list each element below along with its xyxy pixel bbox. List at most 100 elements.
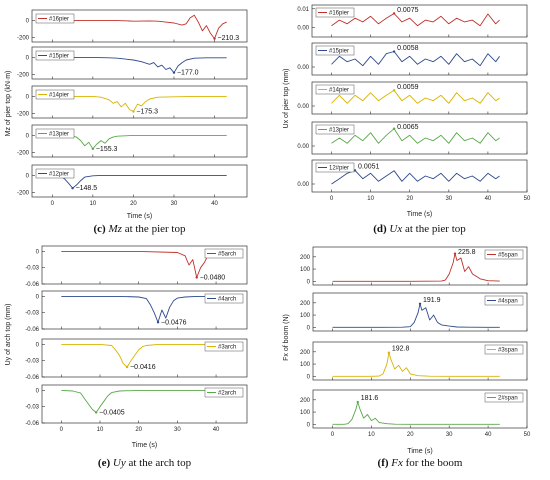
y-tick-label: 0.00 bbox=[297, 182, 309, 188]
legend-box bbox=[35, 89, 75, 100]
legend-box bbox=[35, 128, 75, 139]
legend: #3arch bbox=[204, 341, 244, 352]
panel-frame bbox=[311, 4, 528, 38]
series-line-#4arch bbox=[61, 295, 228, 323]
y-tick-label: 0 bbox=[307, 279, 311, 285]
legend: #15pier bbox=[315, 45, 355, 56]
x-axis-label: Time (s) bbox=[132, 442, 157, 449]
peak-annotation: −175.3 bbox=[136, 109, 158, 116]
peak-annotation: 225.8 bbox=[458, 249, 476, 256]
legend-label: #3arch bbox=[218, 345, 236, 351]
peak-point bbox=[172, 71, 176, 74]
y-tick-label: -0.06 bbox=[25, 421, 39, 427]
legend: 2#span bbox=[484, 392, 524, 403]
series-line-#15pier bbox=[331, 51, 500, 67]
y-tick-label: 0.00 bbox=[297, 104, 309, 110]
panel-0-3: 0 -200 −155.3 #13pier bbox=[17, 124, 248, 158]
series-line-#4span bbox=[332, 303, 500, 328]
x-axis-label: Time (s) bbox=[407, 211, 432, 218]
peak-point bbox=[392, 89, 396, 92]
panel-frame bbox=[312, 389, 528, 429]
chart-caption: (e) Uy at the arch top bbox=[98, 457, 192, 469]
legend: #15pier bbox=[35, 50, 75, 61]
x-axis-label: Time (s) bbox=[127, 213, 152, 220]
peak-annotation: 181.6 bbox=[361, 395, 379, 402]
legend-label: #15pier bbox=[329, 49, 349, 55]
chart-caption: (c) Mz at the pier top bbox=[94, 223, 186, 235]
legend: #5arch bbox=[204, 248, 244, 259]
panel-frame bbox=[311, 42, 528, 76]
y-tick-label: 0 bbox=[26, 18, 30, 24]
y-tick-label: -200 bbox=[17, 73, 30, 79]
panel-0-2: 0 -200 −175.3 #14pier bbox=[17, 85, 248, 119]
series-line-#16pier bbox=[52, 14, 227, 40]
peak-annotation: −148.5 bbox=[76, 185, 98, 192]
y-tick-label: 0.00 bbox=[297, 144, 309, 150]
panel-frame bbox=[311, 81, 528, 115]
legend-box bbox=[35, 13, 75, 24]
peak-annotation: 0.0075 bbox=[397, 7, 419, 14]
legend: #13pier bbox=[315, 124, 355, 135]
panel-frame bbox=[41, 338, 248, 378]
y-tick-label: 0 bbox=[26, 55, 30, 61]
chart-2: 0 -0.03 -0.06 −0.0480 #5arch 0 -0.03 -0.06 −0.04… bbox=[5, 245, 248, 469]
y-tick-label: -0.03 bbox=[25, 359, 39, 365]
panel-3-3: 200 100 0 181.6 2#span bbox=[300, 389, 528, 429]
series-line-12#pier bbox=[331, 169, 500, 185]
peak-point bbox=[91, 147, 95, 151]
panel-frame bbox=[31, 164, 248, 198]
legend-box bbox=[315, 162, 355, 173]
series-line-#5span bbox=[332, 253, 500, 282]
x-tick-label: 0 bbox=[330, 196, 334, 202]
series-line-#12pier bbox=[52, 174, 227, 189]
peak-annotation: 0.0051 bbox=[358, 163, 380, 170]
y-tick-label: 100 bbox=[300, 313, 311, 319]
x-tick-label: 30 bbox=[446, 432, 453, 438]
y-tick-label: 100 bbox=[300, 410, 311, 416]
y-tick-label: 100 bbox=[300, 267, 311, 273]
panel-frame bbox=[311, 121, 528, 155]
legend-box bbox=[484, 295, 524, 306]
x-tick-label: 30 bbox=[445, 196, 452, 202]
x-tick-label: 30 bbox=[171, 201, 178, 207]
legend-box bbox=[204, 341, 244, 352]
x-tick-label: 40 bbox=[485, 196, 492, 202]
y-tick-label: -0.06 bbox=[25, 327, 39, 333]
legend-box bbox=[484, 392, 524, 403]
y-tick-label: 0.00 bbox=[297, 26, 309, 32]
x-tick-label: 0 bbox=[60, 427, 64, 433]
peak-point bbox=[195, 276, 198, 279]
series-line-#3span bbox=[332, 352, 500, 377]
legend-box bbox=[35, 50, 75, 61]
legend-label: 12#pier bbox=[329, 166, 349, 172]
x-tick-label: 30 bbox=[174, 427, 181, 433]
series-line-#3arch bbox=[61, 343, 228, 368]
peak-point bbox=[94, 411, 98, 414]
peak-point bbox=[156, 321, 160, 324]
x-tick-label: 0 bbox=[51, 201, 55, 207]
panel-2-1: 0 -0.03 -0.06 −0.0476 #4arch bbox=[25, 290, 248, 333]
peak-annotation: −0.0416 bbox=[130, 364, 156, 371]
peak-point bbox=[392, 50, 396, 53]
y-tick-label: -200 bbox=[17, 151, 30, 157]
legend-label: #13pier bbox=[329, 128, 349, 134]
legend: #16pier bbox=[315, 7, 355, 18]
legend-box bbox=[315, 84, 355, 95]
peak-point bbox=[392, 12, 396, 15]
panel-1-1: 0.00 0.0058 #15pier bbox=[297, 42, 528, 76]
series-line-#16pier bbox=[331, 13, 500, 27]
legend: #4arch bbox=[204, 293, 244, 304]
peak-point bbox=[213, 37, 216, 40]
x-tick-label: 20 bbox=[135, 427, 142, 433]
legend-label: #5arch bbox=[218, 252, 236, 258]
legend-label: #3span bbox=[498, 348, 518, 354]
series-line-#13pier bbox=[52, 134, 227, 150]
series-line-#2arch bbox=[61, 389, 228, 413]
legend-label: #14pier bbox=[329, 88, 349, 94]
x-axis-label: Time (s) bbox=[407, 448, 432, 455]
legend-label: 2#span bbox=[498, 396, 518, 402]
legend-box bbox=[35, 168, 75, 179]
x-tick-label: 10 bbox=[368, 432, 375, 438]
peak-annotation: −0.0405 bbox=[99, 409, 125, 416]
